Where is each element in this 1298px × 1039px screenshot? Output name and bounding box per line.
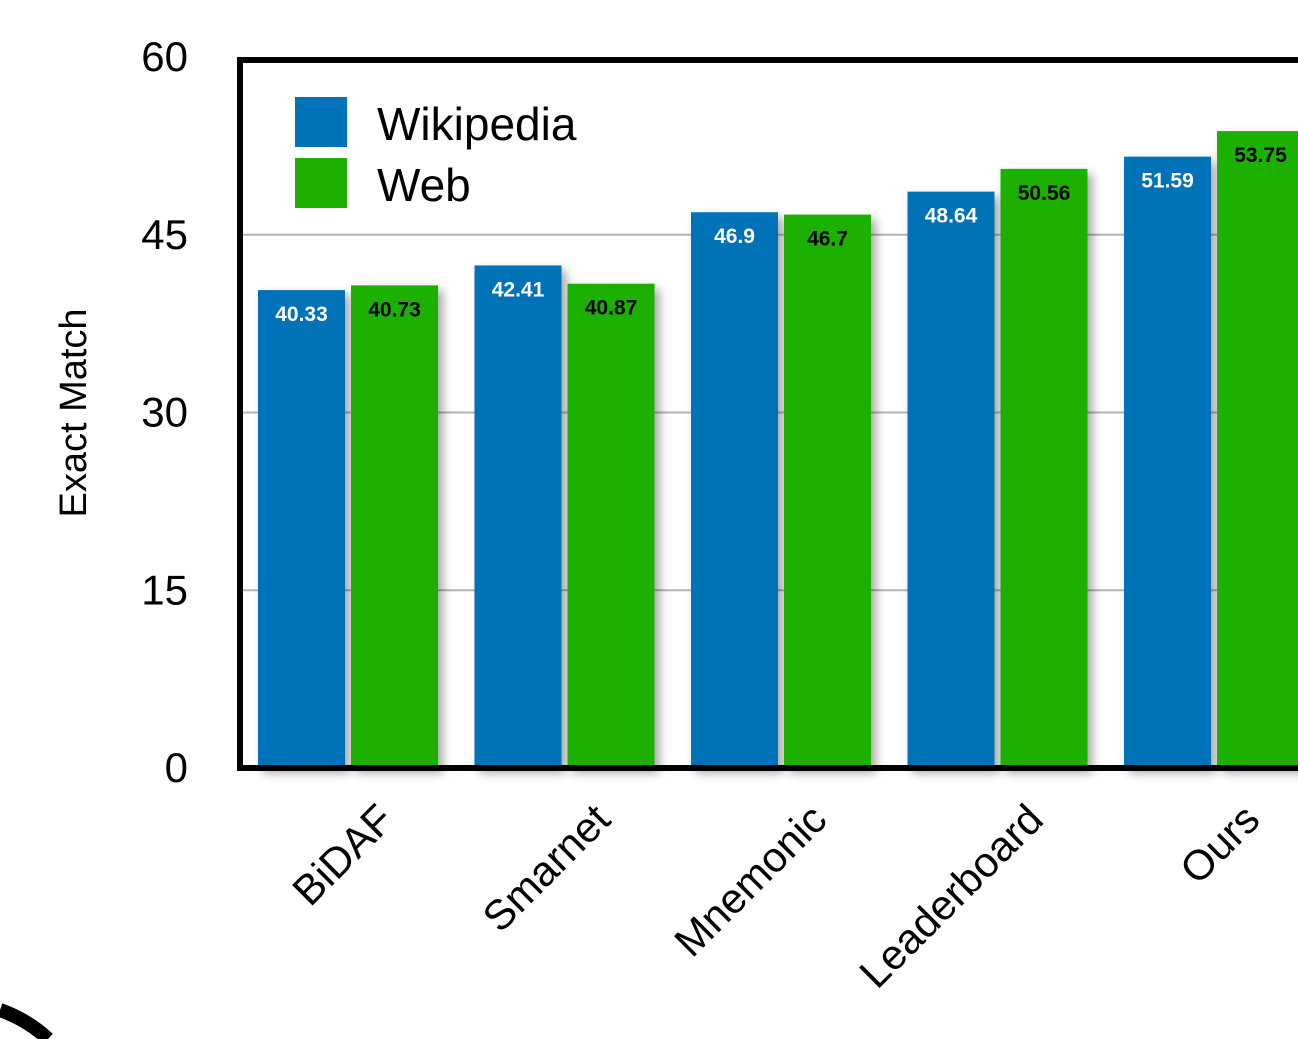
bar-value-label: 51.59 <box>1141 170 1194 193</box>
bar-value-labels: 40.33 40.73 42.41 40.87 46.9 46.7 48.64 50.56 51… <box>275 144 1287 326</box>
bar-wikipedia-leaderboard <box>907 191 995 769</box>
bar-wikipedia-mnemonic <box>691 212 778 769</box>
y-tick-labels: 0 15 30 45 60 <box>141 33 188 791</box>
y-tick-label: 60 <box>141 33 188 80</box>
legend-label-wikipedia: Wikipedia <box>377 98 577 150</box>
bar-web-ours <box>1217 131 1298 768</box>
y-tick-label: 45 <box>141 211 188 258</box>
y-tick-label: 30 <box>141 389 188 436</box>
x-tick-label-mnemonic: Mnemonic <box>665 795 835 965</box>
x-tick-labels: BiDAF Smarnet Mnemonic Leaderboard Ours <box>283 795 1268 997</box>
x-tick-label-ours: Ours <box>1171 795 1269 893</box>
bars <box>258 131 1298 769</box>
legend: Wikipedia Web <box>295 97 577 211</box>
bar-value-label: 53.75 <box>1234 144 1287 167</box>
legend-swatch-wikipedia <box>295 97 347 147</box>
bar-value-label: 46.9 <box>714 225 755 248</box>
legend-swatch-web <box>295 158 347 208</box>
bar-web-bidaf <box>351 285 438 768</box>
bar-value-label: 40.73 <box>368 298 421 321</box>
bar-web-mnemonic <box>784 214 871 769</box>
x-tick-label-bidaf: BiDAF <box>283 795 402 914</box>
bar-value-label: 46.7 <box>807 228 848 251</box>
bar-web-leaderboard <box>1000 168 1088 768</box>
y-tick-label: 0 <box>165 744 188 791</box>
x-tick-label-leaderboard: Leaderboard <box>850 795 1052 997</box>
bar-web-smarnet <box>567 283 655 768</box>
y-axis-label: Exact Match <box>53 308 95 517</box>
bar-value-label: 48.64 <box>925 205 978 228</box>
bar-value-label: 50.56 <box>1018 182 1071 205</box>
bar-wikipedia-ours <box>1124 156 1211 768</box>
y-tick-label: 15 <box>141 566 188 613</box>
decorative-curve <box>0 1003 53 1039</box>
bar-wikipedia-smarnet <box>474 265 562 768</box>
x-tick-label-smarnet: Smarnet <box>473 795 619 941</box>
bar-wikipedia-bidaf <box>258 290 345 768</box>
bar-value-label: 40.33 <box>275 303 328 326</box>
bar-value-label: 40.87 <box>585 297 638 320</box>
legend-label-web: Web <box>377 159 471 211</box>
bar-value-label: 42.41 <box>492 278 545 301</box>
